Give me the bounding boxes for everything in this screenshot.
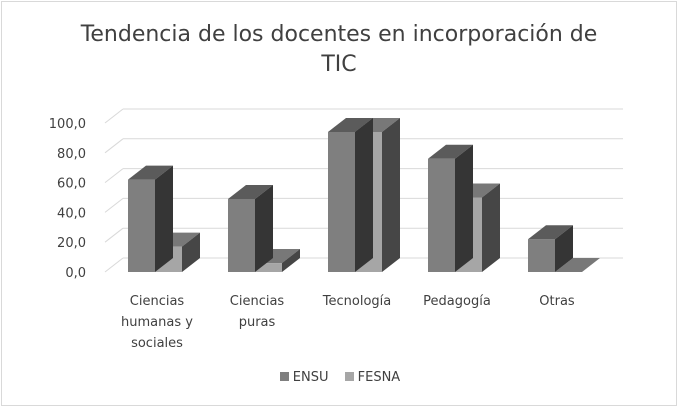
- y-tick-label: 20,0: [57, 236, 86, 251]
- y-tick-label: 100,0: [49, 117, 86, 132]
- bar-fesna-side: [182, 232, 200, 272]
- bar-ensu-top: [228, 184, 273, 199]
- legend-label-ensu: ENSU: [292, 370, 329, 385]
- chart-title: Tendencia de los docentes en incorporaci…: [0, 20, 678, 80]
- bar-ensu-front: [128, 179, 155, 272]
- bar-fesna-side: [482, 183, 500, 272]
- y-tick-label: 0,0: [65, 266, 86, 281]
- gridline-side: [104, 198, 124, 213]
- bar-ensu-side: [255, 184, 273, 272]
- bar-ensu-side: [555, 225, 573, 272]
- legend-label-fesna: FESNA: [357, 370, 401, 385]
- bar-ensu-top: [128, 165, 173, 180]
- x-tick-label: Ciencias: [130, 294, 185, 309]
- bar-ensu-side: [155, 165, 173, 272]
- x-tick-label: Otras: [539, 294, 575, 309]
- bar-fesna-side: [382, 117, 400, 272]
- bar-ensu-front: [228, 198, 255, 272]
- bar-fesna-front: [255, 263, 282, 272]
- bar-fesna-side: [282, 249, 300, 272]
- chart-legend: ENSU FESNA: [0, 370, 680, 385]
- gridline-side: [104, 108, 124, 124]
- x-tick-label: Ciencias: [230, 294, 285, 309]
- x-tick-label: puras: [239, 315, 276, 330]
- bar-ensu-top: [528, 225, 573, 240]
- x-tick-label: Tecnología: [322, 294, 391, 309]
- bar-ensu-front: [328, 131, 355, 272]
- bar-ensu-side: [455, 144, 473, 272]
- y-tick-label: 80,0: [57, 147, 86, 162]
- legend-item-ensu: ENSU: [279, 370, 329, 385]
- y-tick-label: 60,0: [57, 177, 86, 192]
- chart-title-line-1: Tendencia de los docentes en incorporaci…: [80, 22, 598, 47]
- x-tick-label: Pedagogía: [423, 294, 491, 309]
- x-tick-label: humanas y: [121, 315, 193, 330]
- legend-swatch-ensu: [279, 372, 289, 381]
- x-tick-label: sociales: [131, 336, 183, 351]
- bar-ensu-side: [355, 117, 373, 272]
- legend-swatch-fesna: [344, 372, 354, 381]
- bar-ensu-top: [328, 117, 373, 132]
- gridline-side: [104, 168, 124, 183]
- bar-ensu-front: [428, 158, 455, 272]
- gridline-side: [104, 227, 124, 243]
- bar-ensu-front: [528, 239, 555, 272]
- legend-item-fesna: FESNA: [344, 370, 401, 385]
- chart-title-line-2: TIC: [321, 52, 357, 77]
- bar-fesna-top: [555, 258, 600, 272]
- gridline-side: [104, 257, 124, 273]
- y-tick-label: 40,0: [57, 206, 86, 221]
- gridline-side: [104, 138, 124, 154]
- bar-ensu-top: [428, 144, 473, 159]
